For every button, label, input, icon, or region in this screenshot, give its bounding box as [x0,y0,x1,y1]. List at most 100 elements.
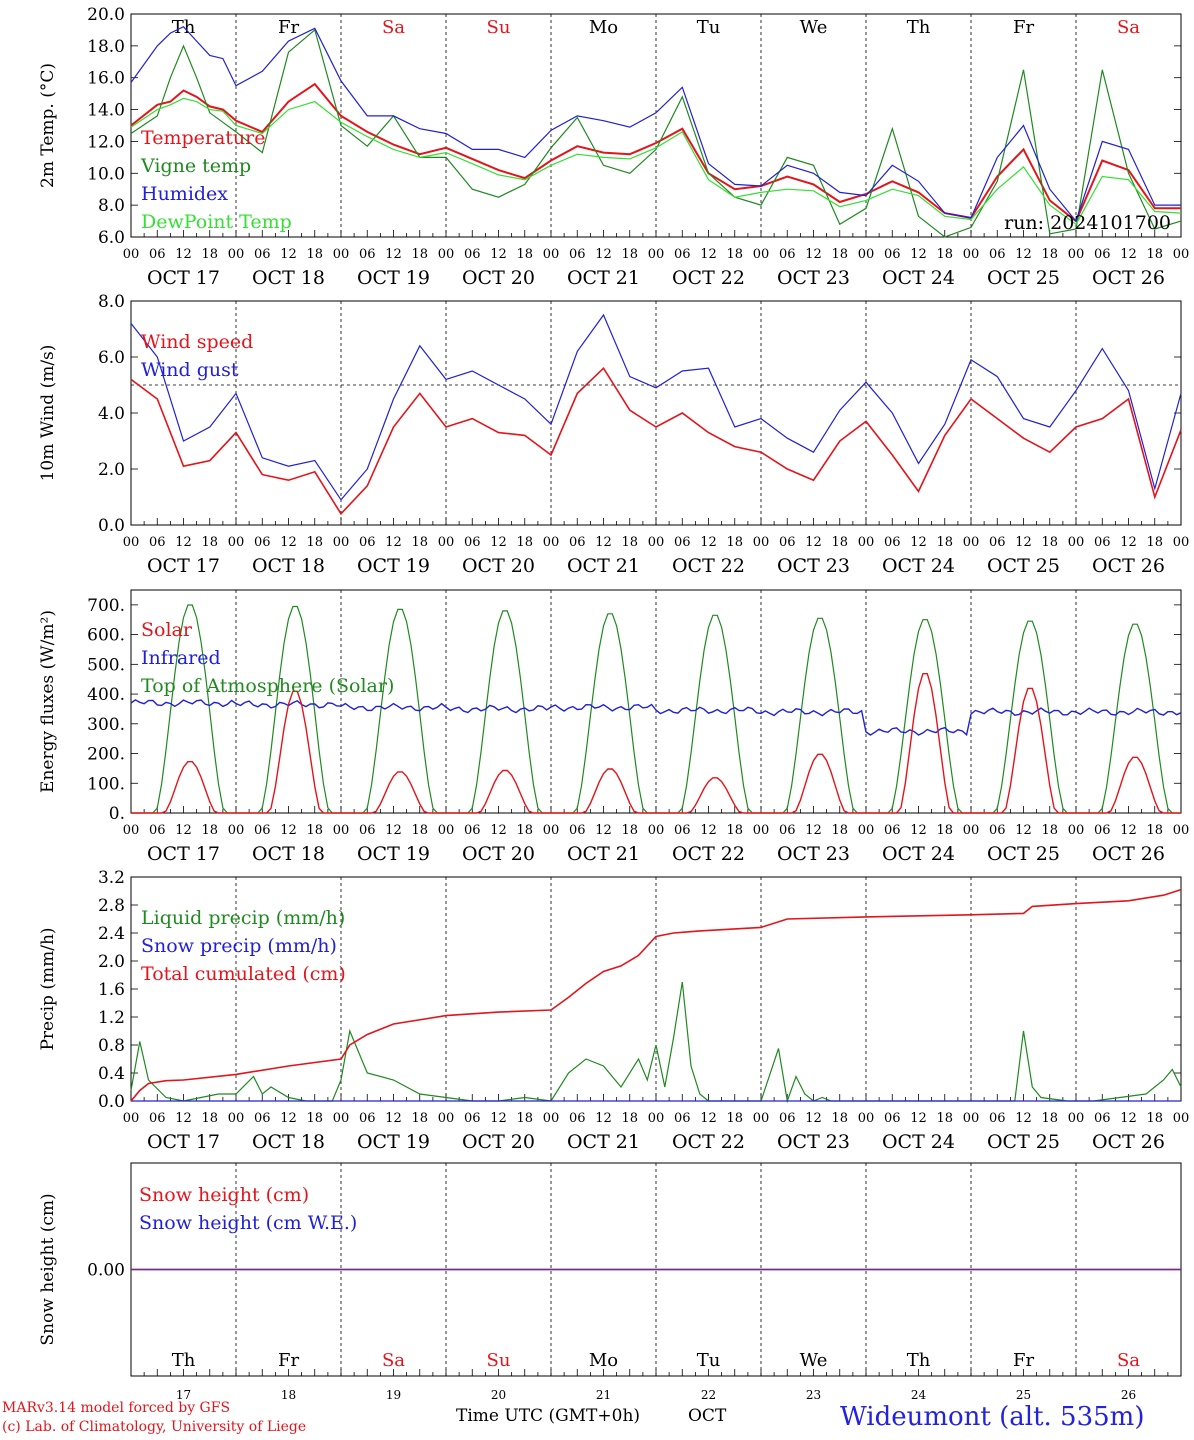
hour-tick-label: 12 [175,1111,192,1126]
date-label: OCT 25 [987,555,1060,577]
date-label: OCT 24 [882,267,955,289]
hour-tick-label: 18 [1146,823,1163,838]
hour-tick-label: 12 [385,535,402,550]
date-label: OCT 18 [252,555,325,577]
y-tick-label: 300. [87,715,125,735]
hour-tick-label: 12 [910,1111,927,1126]
y-tick-label: 0.0 [98,516,125,536]
hour-tick-label: 12 [1120,247,1137,262]
hour-tick-label: 12 [595,535,612,550]
legend-entry: Snow height (cm W.E.) [139,1212,357,1234]
y-tick-label: 200. [87,745,125,765]
hour-tick-label: 00 [1173,1111,1190,1126]
hour-tick-label: 12 [1120,823,1137,838]
panel-precip: 0.0 0.4 0.8 1.2 1.6 2.0 2.4 2.8 3.2 Precip (mm/h)… [38,868,1189,1153]
hour-tick-label: 00 [1068,823,1085,838]
hour-tick-label: 06 [359,823,376,838]
hour-tick-label: 00 [228,247,245,262]
hour-tick-label: 12 [385,1111,402,1126]
hour-tick-label: 00 [1173,247,1190,262]
hour-tick-label: 00 [333,1111,350,1126]
date-label: OCT 19 [357,843,430,865]
hour-tick-label: 00 [123,823,140,838]
day-name: Tu [697,1350,721,1371]
hour-tick-label: 18 [936,247,953,262]
day-number-label: 22 [701,1388,716,1402]
hour-tick-label: 00 [648,1111,665,1126]
hour-tick-label: 06 [674,1111,691,1126]
hour-tick-label: 18 [516,247,533,262]
hour-tick-label: 06 [1094,1111,1111,1126]
hour-tick-label: 00 [1068,535,1085,550]
date-label: OCT 18 [252,267,325,289]
day-name: Tu [697,17,721,38]
legend-entry: DewPoint Temp [141,211,292,233]
day-name: Fr [1013,1350,1034,1371]
date-label: OCT 19 [357,267,430,289]
date-label: OCT 23 [777,843,850,865]
y-tick-label: 16.0 [87,69,125,89]
hour-tick-label: 18 [1146,247,1163,262]
hour-tick-label: 00 [123,247,140,262]
day-name: Su [487,1350,511,1371]
hour-tick-label: 06 [1094,247,1111,262]
hour-tick-label: 18 [621,823,638,838]
hour-tick-label: 12 [385,247,402,262]
hour-tick-label: 12 [385,823,402,838]
hour-tick-label: 06 [779,823,796,838]
hour-tick-label: 00 [228,823,245,838]
day-name: Sa [382,17,405,38]
series-line [130,313,1182,501]
hour-tick-label: 18 [201,535,218,550]
hour-tick-label: 06 [989,823,1006,838]
hour-tick-label: 12 [1015,823,1032,838]
day-name: Fr [278,1350,299,1371]
date-label: OCT 24 [882,843,955,865]
hour-tick-label: 12 [280,535,297,550]
hour-tick-label: 00 [648,535,665,550]
day-number-label: 21 [596,1388,611,1402]
date-label: OCT 17 [147,267,220,289]
date-label: OCT 23 [777,555,850,577]
hour-tick-label: 12 [1015,535,1032,550]
hour-tick-label: 18 [831,1111,848,1126]
legend-entry: Wind gust [141,359,239,381]
hour-tick-label: 06 [254,535,271,550]
date-label: OCT 26 [1092,1131,1165,1153]
hour-tick-label: 18 [411,535,428,550]
hour-tick-label: 06 [464,1111,481,1126]
hour-tick-label: 06 [359,247,376,262]
hour-tick-label: 00 [438,535,455,550]
day-number-label: 23 [806,1388,821,1402]
hour-tick-label: 06 [989,247,1006,262]
hour-tick-label: 00 [858,247,875,262]
hour-tick-label: 12 [805,1111,822,1126]
y-tick-label: 4.0 [98,404,125,424]
day-number-label: 17 [176,1388,191,1402]
legend-entry: Vigne temp [140,155,251,177]
hour-tick-label: 18 [1146,535,1163,550]
hour-tick-label: 00 [858,1111,875,1126]
legend-entry: Snow height (cm) [139,1184,309,1206]
hour-tick-label: 06 [149,1111,166,1126]
y-tick-label: 400. [87,685,125,705]
hour-tick-label: 00 [543,823,560,838]
y-axis-title: 2m Temp. (°C) [38,63,58,188]
y-tick-label: 2.0 [98,952,125,972]
hour-tick-label: 00 [228,1111,245,1126]
y-tick-label: 0.8 [98,1036,125,1056]
series-line [130,82,1181,223]
hour-tick-label: 00 [1173,535,1190,550]
hour-tick-label: 18 [936,823,953,838]
hour-tick-label: 18 [516,535,533,550]
date-label: OCT 24 [882,555,955,577]
hour-tick-label: 00 [333,823,350,838]
hour-tick-label: 18 [936,535,953,550]
legend-entry: Temperature [141,127,265,149]
hour-tick-label: 18 [621,535,638,550]
hour-tick-label: 12 [805,535,822,550]
day-name: Th [172,1350,196,1371]
date-label: OCT 17 [147,843,220,865]
hour-tick-label: 18 [831,823,848,838]
y-tick-label: 2.4 [98,924,125,944]
